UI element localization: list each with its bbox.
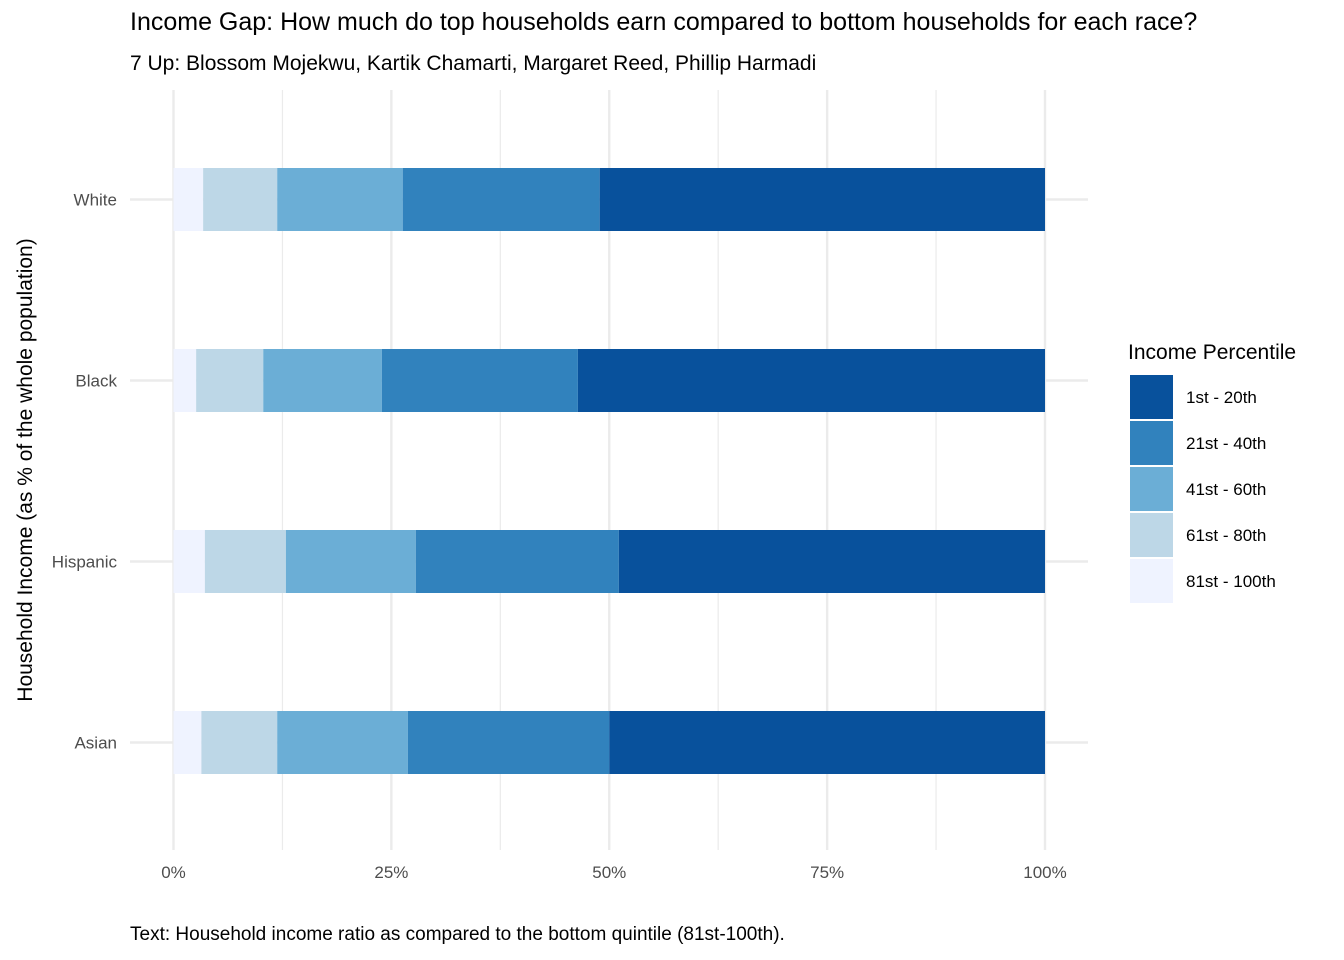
bar-segment bbox=[263, 349, 382, 412]
bar-segment bbox=[204, 530, 286, 593]
y-tick-labels: White Black Hispanic Asian bbox=[52, 191, 118, 753]
bar-segment bbox=[277, 711, 408, 774]
legend-label: 21st - 40th bbox=[1186, 434, 1266, 453]
x-tick-label: 0% bbox=[161, 863, 186, 882]
bar-segment bbox=[173, 711, 202, 774]
x-tick-labels: 0% 25% 50% 75% 100% bbox=[161, 863, 1067, 882]
x-tick-label: 25% bbox=[374, 863, 408, 882]
bar-segment bbox=[402, 168, 600, 231]
legend-swatch bbox=[1130, 467, 1173, 511]
bar-segment bbox=[277, 168, 403, 231]
y-tick-label: White bbox=[74, 191, 117, 210]
bar-segment bbox=[577, 349, 1045, 412]
y-tick-label: Hispanic bbox=[52, 553, 118, 572]
legend-label: 1st - 20th bbox=[1186, 388, 1257, 407]
x-tick-label: 50% bbox=[592, 863, 626, 882]
bar-segment bbox=[381, 349, 578, 412]
legend-swatch bbox=[1130, 559, 1173, 603]
chart-caption: Text: Household income ratio as compared… bbox=[130, 924, 785, 945]
bar-segment bbox=[173, 530, 205, 593]
bar-segment bbox=[285, 530, 416, 593]
legend-label: 81st - 100th bbox=[1186, 572, 1276, 591]
bar-segment bbox=[173, 349, 197, 412]
legend-swatch bbox=[1130, 513, 1173, 557]
bar-segment bbox=[407, 711, 610, 774]
bar-segment bbox=[599, 168, 1045, 231]
bar-segment bbox=[203, 168, 278, 231]
bar-segment bbox=[173, 168, 204, 231]
bar-segment bbox=[201, 711, 278, 774]
bar-segment bbox=[618, 530, 1045, 593]
y-tick-label: Asian bbox=[74, 734, 117, 753]
legend-title: Income Percentile bbox=[1128, 341, 1296, 364]
legend-label: 41st - 60th bbox=[1186, 480, 1266, 499]
legend-swatch bbox=[1130, 375, 1173, 419]
x-tick-label: 100% bbox=[1023, 863, 1066, 882]
bar-segment bbox=[609, 711, 1045, 774]
legend-swatch bbox=[1130, 421, 1173, 465]
x-tick-label: 75% bbox=[810, 863, 844, 882]
legend-label: 61st - 80th bbox=[1186, 526, 1266, 545]
y-axis-label: Household Income (as % of the whole popu… bbox=[14, 238, 37, 701]
bars bbox=[173, 168, 1045, 774]
bar-segment bbox=[415, 530, 619, 593]
bar-segment bbox=[196, 349, 264, 412]
y-tick-label: Black bbox=[75, 372, 117, 391]
chart-subtitle: 7 Up: Blossom Mojekwu, Kartik Chamarti, … bbox=[130, 52, 817, 75]
chart-title: Income Gap: How much do top households e… bbox=[130, 8, 1198, 36]
legend: Income Percentile 1st - 20th 21st - 40th 4… bbox=[1128, 341, 1296, 603]
